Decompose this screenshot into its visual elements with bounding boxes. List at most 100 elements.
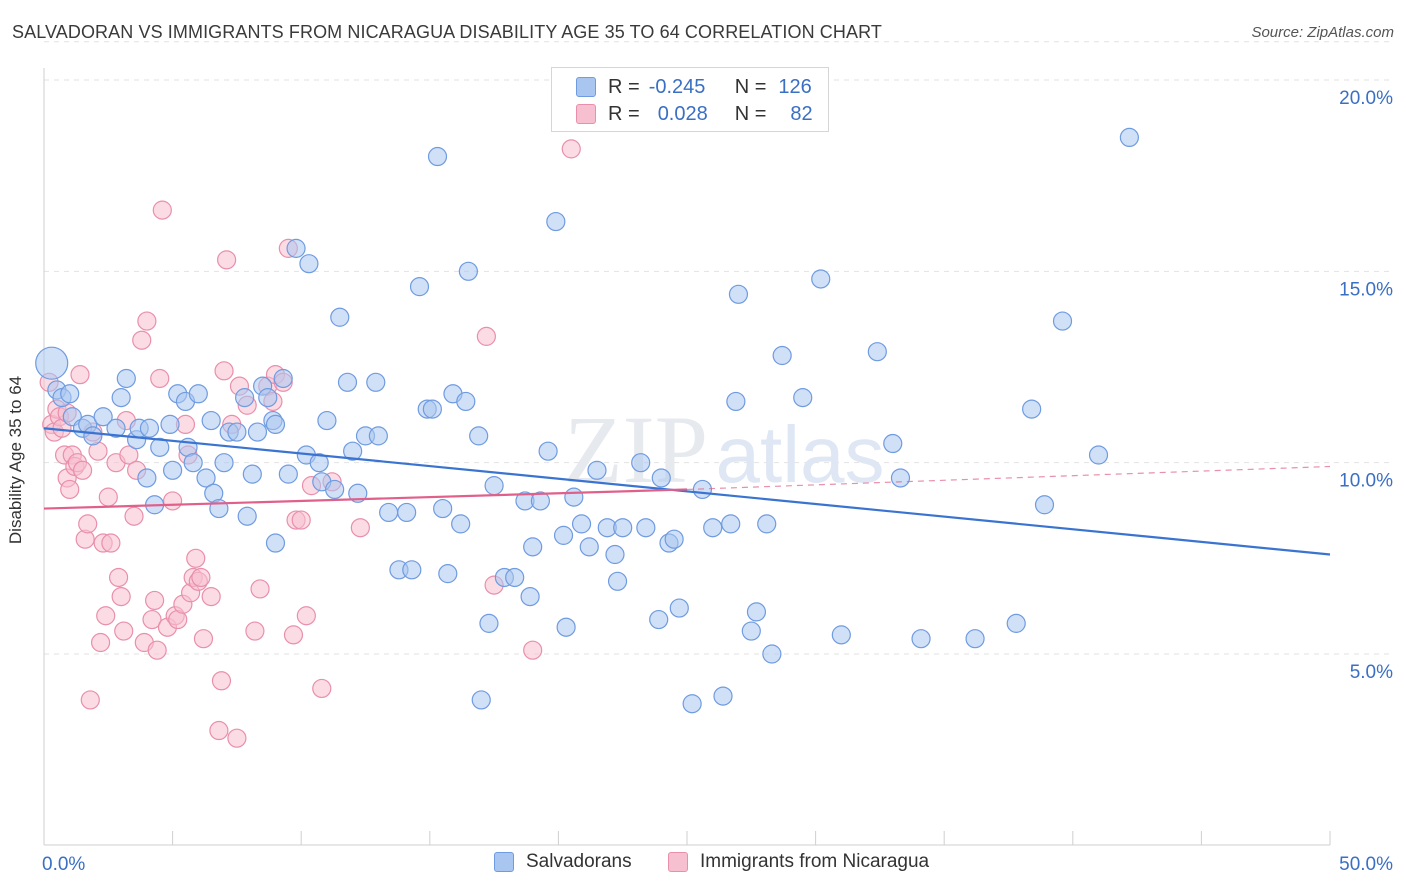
data-point (664, 529, 684, 549)
n-value-salvadorans: 126 (778, 75, 812, 98)
data-point (124, 506, 144, 526)
data-point (911, 629, 931, 649)
data-point (350, 518, 370, 538)
correlation-legend: R = -0.245 N = 126 R = 0.028 N = 82 (551, 67, 829, 132)
data-point (227, 422, 247, 442)
data-point (299, 254, 319, 274)
data-point (114, 621, 134, 641)
y-tick-label: 20.0% (1339, 88, 1393, 109)
data-point (137, 311, 157, 331)
data-point (741, 621, 761, 641)
data-point (201, 410, 221, 431)
y-axis-label: Disability Age 35 to 64 (6, 375, 25, 545)
data-point (108, 567, 129, 588)
data-point (78, 514, 98, 534)
data-point (422, 399, 442, 419)
data-point (458, 261, 478, 281)
data-point (523, 537, 543, 557)
data-point (762, 644, 782, 664)
chart-title: SALVADORAN VS IMMIGRANTS FROM NICARAGUA … (12, 22, 882, 42)
data-point (726, 391, 746, 412)
legend-swatch-pink (576, 104, 596, 124)
data-point (523, 640, 543, 660)
data-point (538, 441, 558, 461)
data-point (111, 388, 131, 408)
data-point (811, 269, 831, 289)
data-point (772, 345, 792, 366)
r-label: R = (608, 102, 640, 125)
data-point (1119, 127, 1139, 147)
data-point (433, 498, 453, 519)
data-point (366, 372, 386, 392)
data-point (721, 514, 741, 534)
grid-lines (44, 41, 1394, 655)
data-point (70, 365, 90, 385)
data-point (883, 433, 903, 454)
r-label: R = (608, 75, 640, 98)
data-point (242, 464, 262, 484)
data-point (682, 694, 702, 714)
data-point (142, 609, 162, 630)
legend-swatch-nicaragua (668, 852, 688, 872)
data-point (60, 479, 80, 500)
data-point (613, 518, 633, 538)
data-point (72, 460, 93, 480)
data-point (476, 326, 496, 346)
n-label: N = (734, 102, 767, 125)
data-point (587, 460, 607, 480)
data-point (283, 625, 304, 645)
data-point (247, 422, 268, 442)
data-point (427, 146, 448, 167)
legend-item-salvadorans: Salvadorans (494, 851, 632, 873)
data-point (546, 211, 566, 232)
x-tick-label-min: 0.0% (42, 854, 85, 875)
data-point (469, 426, 489, 446)
data-point (479, 613, 499, 633)
data-point (119, 445, 139, 465)
data-point (438, 564, 458, 584)
data-point (214, 361, 234, 381)
data-point (605, 544, 625, 565)
data-point (188, 384, 208, 404)
data-point (402, 560, 422, 580)
data-point (160, 414, 180, 434)
data-point (273, 368, 293, 389)
data-point (337, 372, 358, 392)
data-point (409, 277, 430, 297)
data-point (144, 590, 165, 611)
series-legend: Salvadorans Immigrants from Nicaragua (0, 851, 1406, 879)
data-point (1088, 445, 1109, 465)
data-point (325, 479, 345, 500)
data-point (201, 586, 221, 607)
legend-row-salvadorans: R = -0.245 N = 126 (576, 74, 812, 100)
x-tick-label-max: 50.0% (1339, 854, 1393, 875)
data-point (191, 567, 211, 588)
trend-line-nicaragua-extension (686, 465, 1331, 491)
data-point (163, 491, 183, 511)
data-point (132, 330, 152, 350)
data-point (211, 671, 232, 691)
data-point (793, 388, 813, 408)
data-point (278, 464, 298, 484)
data-point (713, 686, 733, 706)
data-point (286, 238, 306, 258)
r-value-nicaragua: 0.028 (657, 102, 708, 125)
data-point (90, 632, 111, 653)
data-point (150, 368, 170, 389)
data-point (728, 284, 749, 304)
data-point (245, 621, 265, 641)
data-point (456, 391, 476, 412)
data-point (651, 468, 671, 488)
data-point (265, 533, 286, 553)
data-point (291, 510, 311, 530)
data-point (965, 629, 985, 649)
data-point (80, 690, 100, 710)
data-point (209, 720, 229, 741)
data-point (561, 139, 581, 159)
data-point (607, 571, 628, 591)
data-point (235, 388, 255, 408)
trend-line-nicaragua (43, 488, 688, 510)
data-point (96, 606, 116, 626)
data-point (746, 602, 767, 622)
